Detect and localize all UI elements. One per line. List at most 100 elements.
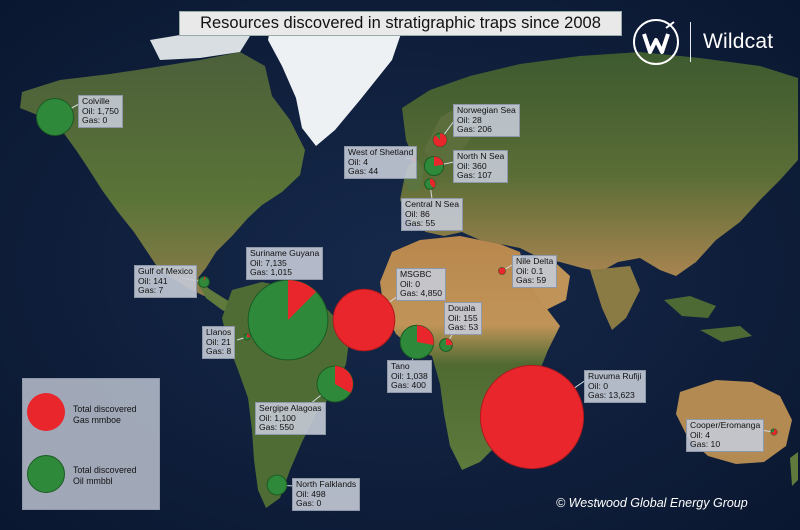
label-oil: Oil: 0.1 [516,265,544,276]
label-suriname-guyana: Suriname Guyana Oil: 7,135 Gas: 1,015 [246,247,324,280]
label-oil: Oil: 1,750 [82,105,119,116]
label-oil: Oil: 0 [588,380,609,391]
label-gas: Gas: 55 [405,218,436,229]
label-gas: Gas: 8 [206,346,232,357]
label-oil: Oil: 4 [348,156,369,167]
map-title: Resources discovered in stratigraphic tr… [179,11,622,36]
legend-gas-line1: Total discovered [73,404,137,414]
copyright-notice: © Westwood Global Energy Group [556,496,748,510]
arctic-islands [150,30,250,60]
label-gas: Gas: 0 [82,115,108,126]
label-gas: Gas: 13,623 [588,390,635,401]
label-sergipe-alagoas: Sergipe Alagoas Oil: 1,100 Gas: 550 [255,402,326,435]
label-north-falklands: North Falklands Oil: 498 Gas: 0 [292,478,361,511]
bubble-cooper-eromanga [770,428,778,436]
label-west-of-shetland: West of Shetland Oil: 4 Gas: 44 [344,146,418,179]
label-name: North Falklands [296,479,357,489]
label-gas: Gas: 59 [516,275,547,286]
label-name: Cooper/Eromanga [690,420,761,430]
bubble-ruvuma-rufiji [479,364,585,470]
label-oil: Oil: 141 [138,275,168,286]
gas-slice-gulf-of-mexico [204,276,206,282]
gas-slice-north-n-sea [434,156,444,166]
label-oil: Oil: 155 [448,312,478,323]
label-oil: Oil: 1,100 [259,412,296,423]
label-llanos: Llanos Oil: 21 Gas: 8 [202,326,236,359]
bubble-douala [439,338,453,352]
southeast-asia [664,296,752,342]
label-name: Sergipe Alagoas [259,403,322,413]
logo-divider [690,22,691,62]
label-oil: Oil: 86 [405,208,430,219]
gas-slice-douala [446,338,453,346]
label-oil: Oil: 360 [457,160,487,171]
label-name: Nile Delta [516,256,554,266]
label-gas: Gas: 1,015 [250,267,293,278]
label-nile-delta: Nile Delta Oil: 0.1 Gas: 59 [512,255,558,288]
bubble-gulf-of-mexico [198,276,210,288]
bubble-norwegian-sea [432,132,448,148]
legend-oil-text: Total discovered Oil mmbbl [73,465,137,486]
gas-slice-sergipe-alagoas [335,366,353,393]
label-gas: Gas: 53 [448,322,479,333]
gas-slice-tano [417,325,434,345]
label-gas: Gas: 44 [348,166,379,177]
label-name: Central N Sea [405,199,459,209]
gas-slice-suriname-guyana [288,280,317,320]
gas-circle-msgbc [332,288,396,352]
legend-oil-swatch [27,455,65,493]
label-gas: Gas: 7 [138,285,164,296]
india [590,266,640,330]
wildcat-logo: Wildcat [632,16,792,68]
legend-gas-line2: Gas mmboe [73,414,121,425]
bubble-nile-delta [498,267,506,275]
label-msgbc: MSGBC Oil: 0 Gas: 4,850 [396,268,447,301]
gas-slice-central-n-sea [430,178,436,189]
gas-slice-nile-delta [498,267,506,275]
gas-slice-norwegian-sea [433,133,447,147]
label-name: Tano [391,361,410,371]
label-name: North N Sea [457,151,505,161]
bubble-msgbc [332,288,396,352]
gas-slice-llanos [247,334,251,338]
bubble-llanos [243,333,251,341]
legend-oil-line1: Total discovered [73,465,137,475]
map-legend: Total discovered Gas mmboe Total discove… [22,378,160,510]
label-norwegian-sea: Norwegian Sea Oil: 28 Gas: 206 [453,104,520,137]
bubble-north-falklands [266,474,288,496]
gas-slice-cooper-eromanga [771,429,777,435]
label-gas: Gas: 550 [259,422,294,433]
label-tano: Tano Oil: 1,038 Gas: 400 [387,360,432,393]
label-central-n-sea: Central N Sea Oil: 86 Gas: 55 [401,198,463,231]
new-zealand [790,452,798,486]
label-name: Gulf of Mexico [138,266,193,276]
label-gas: Gas: 400 [391,380,426,391]
discovery-bubbles [36,98,778,496]
label-gulf-of-mexico: Gulf of Mexico Oil: 141 Gas: 7 [134,265,197,298]
label-gas: Gas: 4,850 [400,288,443,299]
label-oil: Oil: 21 [206,336,231,347]
label-name: West of Shetland [348,147,414,157]
legend-oil-line2: Oil mmbbl [73,475,113,486]
label-oil: Oil: 498 [296,488,326,499]
label-colville: Colville Oil: 1,750 Gas: 0 [78,95,123,128]
legend-gas-swatch [27,393,65,431]
label-name: Suriname Guyana [250,248,320,258]
label-gas: Gas: 10 [690,439,721,450]
gas-circle-ruvuma-rufiji [479,364,585,470]
label-cooper-eromanga: Cooper/Eromanga Oil: 4 Gas: 10 [686,419,765,452]
label-name: Colville [82,96,110,106]
bubble-central-n-sea [424,178,436,190]
bubble-colville [36,98,74,136]
label-gas: Gas: 0 [296,498,322,509]
label-oil: Oil: 4 [690,429,711,440]
label-name: Norwegian Sea [457,105,516,115]
oil-circle-north-falklands [266,474,288,496]
bubble-sergipe-alagoas [316,365,354,403]
label-name: Llanos [206,327,232,337]
label-ruvuma-rufiji: Ruvuma Rufiji Oil: 0 Gas: 13,623 [584,370,646,403]
brand-name: Wildcat [703,30,774,53]
label-oil: Oil: 1,038 [391,370,428,381]
label-oil: Oil: 28 [457,114,482,125]
legend-gas-text: Total discovered Gas mmboe [73,404,137,425]
